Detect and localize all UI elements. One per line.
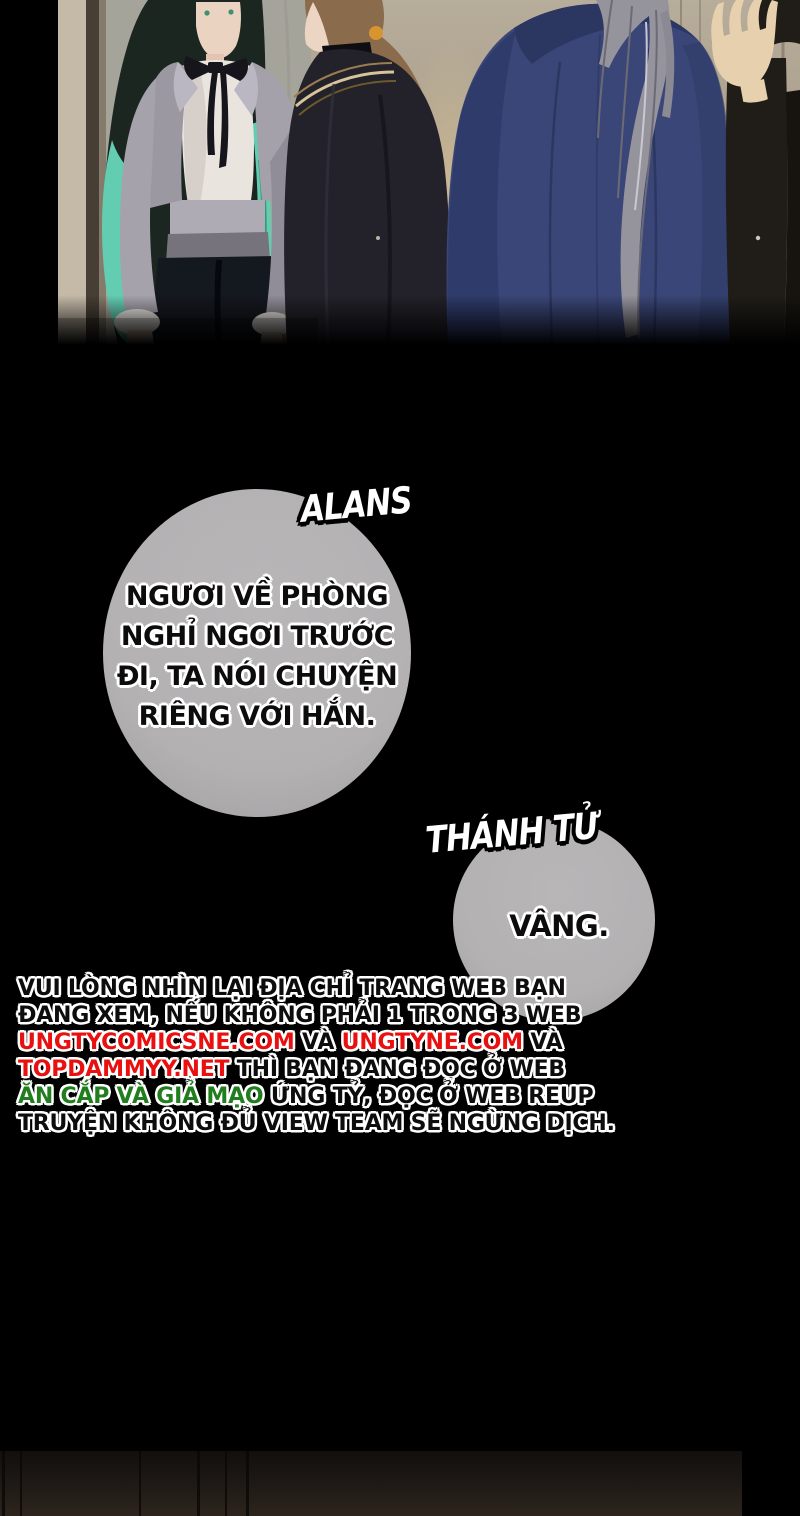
notice-text: VUI LÒNG NHÌN LẠI ĐỊA CHỈ TRANG WEB BẠN — [18, 976, 566, 1001]
raised-hand — [711, 0, 782, 146]
notice-text: THÌ BẠN ĐANG ĐỌC Ở WEB — [229, 1057, 566, 1082]
panel-line — [225, 1451, 227, 1516]
panel-line — [139, 1451, 141, 1516]
panel-bottom-fade — [0, 295, 800, 345]
anti-piracy-notice: VUI LÒNG NHÌN LẠI ĐỊA CHỈ TRANG WEB BẠN … — [18, 975, 615, 1137]
notice-line: ĂN CẮP VÀ GIẢ MẠO ỨNG TỶ, ĐỌC Ở WEB REUP — [18, 1083, 594, 1110]
site-name-ungtycomicsne: UNGTYCOMICSNE.COM — [18, 1030, 295, 1055]
speech-bubble-alans: NGƯƠI VỀ PHÒNG NGHỈ NGƠI TRƯỚC ĐI, TA NÓ… — [103, 489, 411, 817]
site-name-ungtyne: UNGTYNE.COM — [341, 1030, 523, 1055]
notice-line: TOPDAMMYY.NET THÌ BẠN ĐANG ĐỌC Ở WEB — [18, 1056, 565, 1083]
bubble-text: NGƯƠI VỀ PHÒNG NGHỈ NGƠI TRƯỚC ĐI, TA NÓ… — [116, 581, 398, 732]
notice-line: UNGTYCOMICSNE.COM VÀ UNGTYNE.COM VÀ — [18, 1029, 563, 1056]
character-black-figure — [711, 0, 800, 345]
notice-text: VÀ — [294, 1030, 342, 1055]
notice-text: TRUYỆN KHÔNG ĐỦ VIEW TEAM SẼ NGỪNG DỊCH. — [18, 1111, 615, 1136]
comic-panel-artwork — [0, 0, 800, 345]
notice-text: ỨNG TỶ, ĐỌC Ở WEB REUP — [263, 1084, 594, 1109]
character-blue-cloak — [446, 0, 731, 345]
panel-line — [197, 1451, 200, 1516]
notice-line: TRUYỆN KHÔNG ĐỦ VIEW TEAM SẼ NGỪNG DỊCH. — [18, 1110, 615, 1137]
speech-bubble-thanh-tu: VÂNG. — [453, 819, 655, 1021]
piracy-warning-highlight: ĂN CẮP VÀ GIẢ MẠO — [18, 1084, 264, 1109]
notice-text: VÀ — [522, 1030, 563, 1055]
panel-line — [2, 1451, 5, 1516]
next-panel-edge — [0, 1451, 742, 1516]
site-name-topdammyy: TOPDAMMYY.NET — [18, 1057, 230, 1082]
panel-line — [20, 1451, 22, 1516]
bubble-text: VÂNG. — [509, 909, 609, 943]
speaker-name-alans: ALANS — [299, 479, 414, 532]
panel-line — [246, 1451, 249, 1516]
notice-line: ĐANG XEM, NẾU KHÔNG PHẢI 1 TRONG 3 WEB — [18, 1002, 582, 1029]
notice-text: ĐANG XEM, NẾU KHÔNG PHẢI 1 TRONG 3 WEB — [18, 1003, 582, 1028]
notice-line: VUI LÒNG NHÌN LẠI ĐỊA CHỈ TRANG WEB BẠN — [18, 975, 566, 1002]
